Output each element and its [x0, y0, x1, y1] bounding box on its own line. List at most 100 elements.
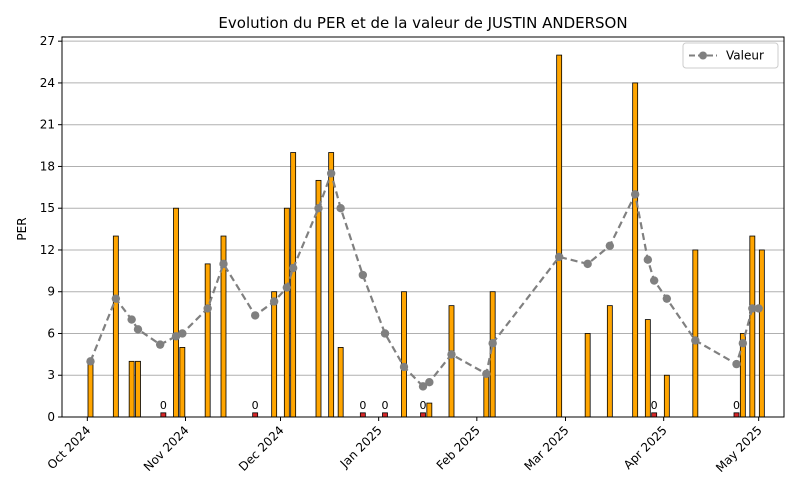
- per-bar: [426, 402, 433, 418]
- valeur-point: [691, 336, 700, 345]
- valeur-point: [732, 359, 741, 369]
- valeur-point: [127, 315, 136, 324]
- zero-value-label: 0: [733, 399, 740, 412]
- y-gridlines: [62, 40, 784, 418]
- per-bar-zero: [160, 412, 167, 418]
- valeur-point: [155, 340, 165, 349]
- valeur-point: [649, 276, 659, 285]
- valeur-point: [288, 263, 298, 273]
- valeur-point: [662, 294, 672, 303]
- valeur-point: [447, 350, 456, 359]
- y-tick-label: 6: [47, 326, 55, 340]
- valeur-point: [583, 259, 592, 269]
- valeur-point: [754, 304, 763, 313]
- zero-value-label: 0: [382, 399, 389, 412]
- y-tick-label: 0: [47, 410, 55, 424]
- zero-value-label: 0: [420, 399, 427, 412]
- valeur-point: [336, 204, 345, 213]
- legend-label-valeur: Valeur: [726, 49, 764, 63]
- y-axis-ticks: 0 3 6 9 12 15 18 21 24 27: [40, 34, 62, 424]
- valeur-point: [418, 382, 428, 391]
- zero-labels: 0 0 0 0 0 0 0: [160, 399, 740, 412]
- valeur-point: [488, 339, 497, 348]
- y-tick-label: 12: [40, 243, 55, 257]
- valeur-point: [219, 259, 228, 269]
- valeur-point: [111, 294, 121, 303]
- y-tick-label: 24: [40, 76, 55, 90]
- valeur-point: [314, 204, 323, 213]
- per-bar: [315, 179, 322, 418]
- valeur-point: [605, 241, 615, 250]
- plot-frame: [61, 36, 785, 418]
- per-bar: [483, 374, 490, 418]
- valeur-point: [250, 311, 260, 320]
- x-tick-label: Jan 2025: [337, 423, 385, 471]
- per-bar: [173, 207, 179, 418]
- per-bar: [401, 291, 407, 418]
- per-bar: [337, 347, 344, 418]
- valeur-point: [643, 255, 653, 264]
- x-tick-label: Oct 2024: [45, 423, 94, 472]
- valeur-point: [630, 190, 640, 199]
- per-bar: [758, 249, 765, 418]
- chart-title: Evolution du PER et de la valeur de JUST…: [218, 14, 627, 32]
- x-tick-label: May 2025: [713, 423, 765, 475]
- per-bar: [87, 360, 94, 418]
- y-tick-label: 18: [40, 159, 55, 173]
- legend: Valeur: [682, 42, 779, 69]
- per-bar: [489, 291, 496, 418]
- y-tick-label: 9: [47, 285, 55, 299]
- per-bar: [283, 207, 290, 418]
- per-bar: [632, 82, 639, 418]
- per-bar: [271, 291, 278, 418]
- per-bar: [112, 235, 119, 418]
- per-bar-zero: [651, 412, 658, 418]
- per-bar-zero: [420, 412, 426, 418]
- per-bar-zero: [359, 412, 366, 418]
- per-bar: [663, 374, 670, 418]
- valeur-point: [380, 329, 390, 338]
- per-bar: [448, 305, 455, 418]
- y-tick-label: 21: [40, 118, 55, 132]
- valeur-point: [171, 332, 181, 341]
- per-bar-zero: [252, 412, 259, 418]
- per-bar: [584, 333, 591, 418]
- per-bar-zero: [382, 412, 388, 418]
- valeur-point: [738, 339, 748, 348]
- per-bar: [606, 305, 613, 418]
- valeur-point: [748, 304, 757, 313]
- per-bar: [644, 319, 651, 418]
- per-bar: [135, 360, 141, 418]
- valeur-line: [89, 169, 759, 388]
- zero-value-label: 0: [359, 399, 366, 412]
- zero-value-label: 0: [252, 399, 259, 412]
- valeur-point: [326, 169, 336, 178]
- per-bar: [290, 152, 297, 418]
- per-bar: [179, 347, 186, 418]
- per-bar: [328, 152, 335, 418]
- x-tick-label: Apr 2025: [621, 423, 670, 472]
- per-bar: [204, 263, 211, 418]
- zero-value-label: 0: [160, 399, 167, 412]
- valeur-point: [425, 378, 434, 387]
- x-tick-label: Dec 2024: [236, 423, 287, 474]
- legend-marker-sample: [699, 51, 707, 60]
- x-axis-ticks: Oct 2024 Nov 2024 Dec 2024 Jan 2025 Feb 2025…: [45, 417, 765, 475]
- x-tick-label: Feb 2025: [434, 423, 483, 472]
- valeur-point: [178, 329, 187, 338]
- x-tick-label: Nov 2024: [141, 423, 192, 474]
- per-bars: [87, 54, 765, 418]
- zero-value-label: 0: [651, 399, 658, 412]
- y-tick-label: 15: [40, 201, 55, 215]
- valeur-point: [482, 369, 491, 379]
- valeur-point: [269, 297, 279, 306]
- valeur-point: [358, 270, 368, 280]
- x-tick-label: Mar 2025: [521, 423, 571, 473]
- per-bar: [692, 249, 699, 418]
- per-bar-zero: [733, 412, 740, 418]
- y-tick-label: 3: [47, 368, 55, 382]
- per-bar: [556, 54, 563, 418]
- legend-box: [682, 42, 779, 69]
- valeur-point: [399, 362, 409, 372]
